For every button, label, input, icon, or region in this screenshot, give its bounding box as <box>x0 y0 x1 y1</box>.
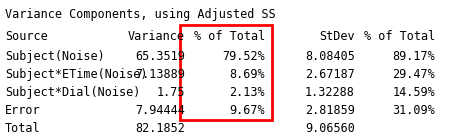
Text: 8.69%: 8.69% <box>229 68 265 81</box>
Text: Variance: Variance <box>128 30 185 43</box>
Text: 82.1852: 82.1852 <box>135 122 185 135</box>
Text: Subject*Dial(Noise): Subject*Dial(Noise) <box>5 86 140 99</box>
Text: Subject(Noise): Subject(Noise) <box>5 50 105 63</box>
Text: 79.52%: 79.52% <box>222 50 265 63</box>
Text: 1.75: 1.75 <box>156 86 185 99</box>
Text: 9.06560: 9.06560 <box>305 122 355 135</box>
Text: 7.94444: 7.94444 <box>135 104 185 117</box>
Text: 2.67187: 2.67187 <box>305 68 355 81</box>
Text: 89.17%: 89.17% <box>392 50 435 63</box>
Text: 31.09%: 31.09% <box>392 104 435 117</box>
Text: Total: Total <box>5 122 41 135</box>
Text: 9.67%: 9.67% <box>229 104 265 117</box>
Text: 7.13889: 7.13889 <box>135 68 185 81</box>
Text: 29.47%: 29.47% <box>392 68 435 81</box>
Text: Variance Components, using Adjusted SS: Variance Components, using Adjusted SS <box>5 8 276 21</box>
Text: 2.13%: 2.13% <box>229 86 265 99</box>
Text: % of Total: % of Total <box>364 30 435 43</box>
Text: StDev: StDev <box>319 30 355 43</box>
Text: Error: Error <box>5 104 41 117</box>
Text: Source: Source <box>5 30 48 43</box>
Text: Subject*ETime(Noise): Subject*ETime(Noise) <box>5 68 148 81</box>
Text: 8.08405: 8.08405 <box>305 50 355 63</box>
Text: 1.32288: 1.32288 <box>305 86 355 99</box>
Text: 2.81859: 2.81859 <box>305 104 355 117</box>
Text: % of Total: % of Total <box>194 30 265 43</box>
Text: 65.3519: 65.3519 <box>135 50 185 63</box>
Text: 14.59%: 14.59% <box>392 86 435 99</box>
